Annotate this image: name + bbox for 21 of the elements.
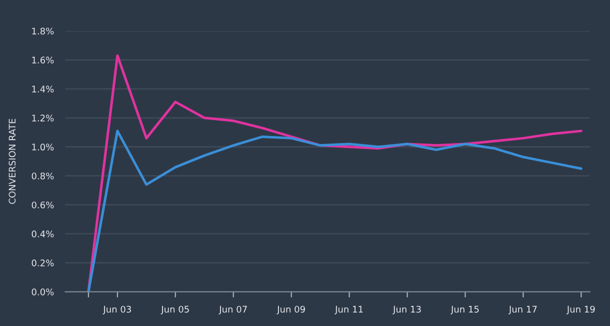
x-tick-label: Jun 05 <box>160 306 189 314</box>
line-series <box>87 130 582 292</box>
y-tick-label: 0.4% <box>32 230 54 238</box>
y-tick-label: 1.6% <box>32 56 54 64</box>
x-tick-label: Jun 07 <box>218 306 247 314</box>
x-tick-label: Jun 13 <box>392 306 421 314</box>
y-tick-label: 1.2% <box>32 114 54 122</box>
x-tick-label: Jun 17 <box>508 306 537 314</box>
x-tick-label: Jun 03 <box>102 306 131 314</box>
y-tick-label: 0.8% <box>32 172 54 180</box>
y-tick-label: 1.0% <box>32 144 54 150</box>
x-tick-label: Jun 09 <box>276 306 305 314</box>
x-tick-label: Jun 15 <box>450 306 479 314</box>
x-tick-label: Jun 19 <box>566 306 595 314</box>
y-tick-label: 1.4% <box>32 86 54 92</box>
y-tick-label: 0.6% <box>32 202 54 208</box>
y-tick-label: 1.8% <box>32 28 54 35</box>
y-tick-label: 0.2% <box>32 260 54 266</box>
y-axis-title: CONVERSION RATE <box>8 118 16 204</box>
y-tick-label: 0.0% <box>32 288 54 296</box>
x-tick-label: Jun 11 <box>334 306 363 314</box>
